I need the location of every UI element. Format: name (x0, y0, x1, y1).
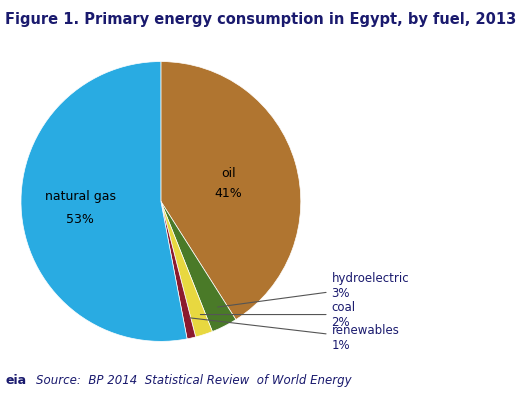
Wedge shape (161, 201, 236, 331)
Wedge shape (161, 201, 212, 337)
Text: natural gas: natural gas (45, 190, 116, 203)
Text: 41%: 41% (214, 186, 242, 199)
Text: oil: oil (221, 167, 236, 180)
Text: hydroelectric
3%: hydroelectric 3% (217, 273, 409, 307)
Wedge shape (21, 62, 187, 341)
Text: coal
2%: coal 2% (200, 301, 356, 329)
Wedge shape (161, 62, 301, 320)
Text: renewables
1%: renewables 1% (189, 318, 400, 352)
Text: Figure 1. Primary energy consumption in Egypt, by fuel, 2013: Figure 1. Primary energy consumption in … (5, 12, 516, 27)
Text: 53%: 53% (66, 213, 94, 226)
Text: eia: eia (5, 374, 26, 387)
Text: Source:  BP 2014  Statistical Review  of World Energy: Source: BP 2014 Statistical Review of Wo… (36, 374, 352, 387)
Wedge shape (161, 201, 196, 339)
